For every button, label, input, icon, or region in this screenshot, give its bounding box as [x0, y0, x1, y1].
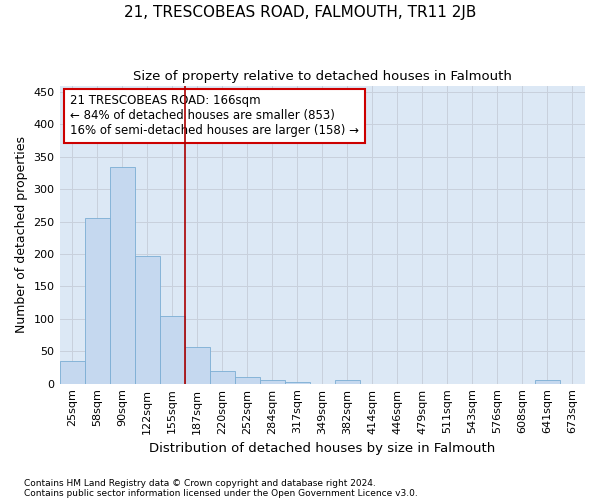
- Text: Contains public sector information licensed under the Open Government Licence v3: Contains public sector information licen…: [24, 488, 418, 498]
- Bar: [535, 380, 560, 384]
- Bar: [235, 377, 260, 384]
- Title: Size of property relative to detached houses in Falmouth: Size of property relative to detached ho…: [133, 70, 512, 83]
- Bar: [185, 346, 209, 384]
- Bar: [335, 380, 360, 384]
- Bar: [160, 316, 185, 384]
- Bar: [285, 382, 310, 384]
- Bar: [260, 380, 285, 384]
- X-axis label: Distribution of detached houses by size in Falmouth: Distribution of detached houses by size …: [149, 442, 496, 455]
- Text: 21 TRESCOBEAS ROAD: 166sqm
← 84% of detached houses are smaller (853)
16% of sem: 21 TRESCOBEAS ROAD: 166sqm ← 84% of deta…: [70, 94, 359, 138]
- Text: 21, TRESCOBEAS ROAD, FALMOUTH, TR11 2JB: 21, TRESCOBEAS ROAD, FALMOUTH, TR11 2JB: [124, 5, 476, 20]
- Bar: [209, 372, 235, 384]
- Y-axis label: Number of detached properties: Number of detached properties: [15, 136, 28, 333]
- Text: Contains HM Land Registry data © Crown copyright and database right 2024.: Contains HM Land Registry data © Crown c…: [24, 478, 376, 488]
- Bar: [134, 256, 160, 384]
- Bar: [59, 361, 85, 384]
- Bar: [110, 166, 134, 384]
- Bar: [85, 218, 110, 384]
